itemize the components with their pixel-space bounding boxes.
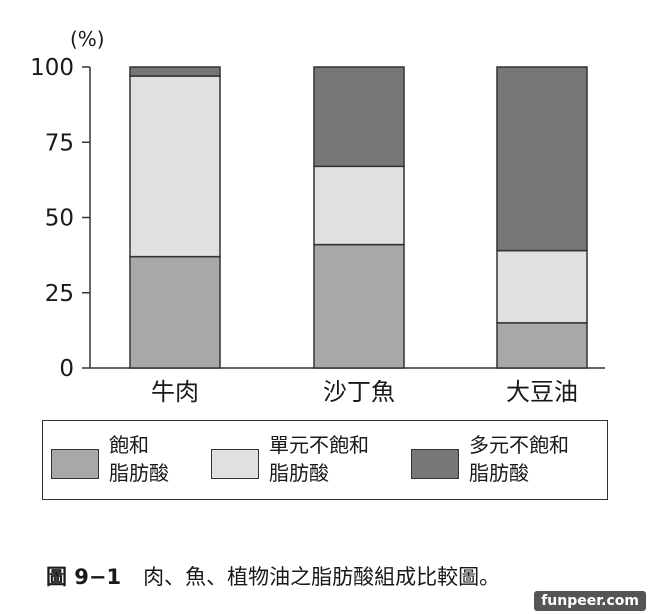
figure-number: 圖 9−1 — [46, 565, 122, 589]
legend-label-line: 脂肪酸 — [269, 461, 329, 485]
x-category-label: 沙丁魚 — [323, 378, 395, 406]
figure-caption: 圖 9−1 肉、魚、植物油之脂肪酸組成比較圖。 — [46, 561, 500, 591]
x-category-label: 大豆油 — [506, 378, 578, 406]
y-axis-unit: (%) — [70, 27, 105, 51]
legend-label-saturated: 飽和 脂肪酸 — [109, 431, 249, 487]
legend-swatch-polyunsaturated — [411, 449, 459, 479]
bars — [129, 66, 588, 369]
bar-segment-saturated — [496, 322, 588, 369]
bar-segment-monounsaturated — [129, 75, 221, 258]
y-axis-ticks: 0 25 50 75 100 — [30, 55, 90, 382]
y-tick-label: 50 — [45, 206, 74, 232]
legend-label-line: 脂肪酸 — [469, 461, 529, 485]
y-tick-label: 0 — [59, 356, 74, 382]
legend-label-line: 脂肪酸 — [109, 461, 169, 485]
legend-label-polyunsaturated: 多元不飽和 脂肪酸 — [469, 431, 609, 487]
y-tick-label: 75 — [45, 130, 74, 156]
bar-segment-polyunsaturated — [129, 66, 221, 77]
legend-label-monounsaturated: 單元不飽和 脂肪酸 — [269, 431, 409, 487]
bar-segment-monounsaturated — [496, 249, 588, 324]
bar-segment-polyunsaturated — [313, 66, 405, 168]
watermark: funpeer.com — [534, 591, 646, 611]
figure-caption-text: 肉、魚、植物油之脂肪酸組成比較圖。 — [143, 565, 501, 589]
legend: 飽和 脂肪酸 單元不飽和 脂肪酸 多元不飽和 脂肪酸 — [42, 420, 608, 500]
legend-label-line: 單元不飽和 — [269, 433, 369, 457]
legend-label-line: 多元不飽和 — [469, 433, 569, 457]
bar-segment-polyunsaturated — [496, 66, 588, 252]
bar-segment-saturated — [129, 255, 221, 369]
y-tick-label: 25 — [45, 281, 74, 307]
bar-segment-monounsaturated — [313, 165, 405, 246]
y-tick-label: 100 — [30, 55, 74, 81]
legend-label-line: 飽和 — [109, 433, 149, 457]
legend-swatch-monounsaturated — [211, 449, 259, 479]
legend-swatch-saturated — [51, 449, 99, 479]
stacked-bar-chart: (%) 0 25 50 75 100 牛肉 沙丁魚 大豆油 — [30, 27, 605, 406]
x-category-label: 牛肉 — [151, 378, 199, 406]
x-axis-categories: 牛肉 沙丁魚 大豆油 — [151, 378, 578, 406]
bar-segment-saturated — [313, 243, 405, 369]
